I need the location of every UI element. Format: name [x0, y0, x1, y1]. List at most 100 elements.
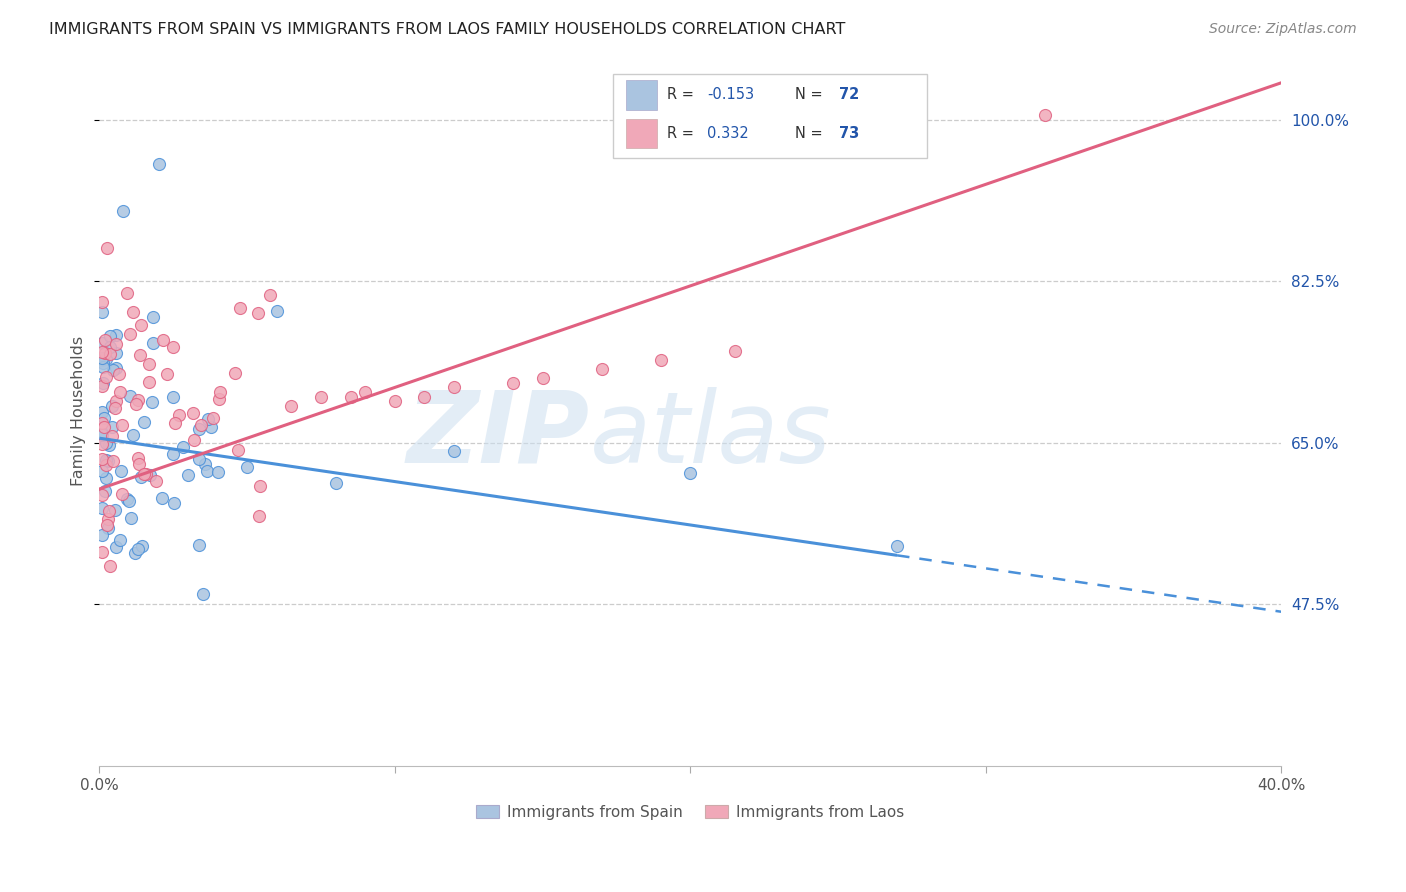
- Point: [91, 359, 114, 374]
- Point: [200, 420, 222, 434]
- Point: [135, 467, 157, 481]
- Point: [127, 450, 149, 465]
- Point: [94, 436, 117, 450]
- Point: [96, 517, 118, 532]
- Point: [108, 533, 131, 548]
- Point: [129, 349, 152, 363]
- Point: [124, 546, 146, 560]
- Point: [93, 483, 115, 498]
- Point: [129, 469, 152, 483]
- Point: [354, 385, 377, 400]
- Point: [339, 390, 361, 404]
- Point: [91, 345, 114, 359]
- Point: [91, 488, 114, 502]
- Point: [177, 468, 200, 483]
- Point: [236, 459, 259, 474]
- Point: [531, 371, 554, 385]
- Point: [91, 352, 114, 367]
- Point: [197, 464, 219, 478]
- Point: [101, 362, 124, 376]
- Point: [91, 428, 114, 442]
- Point: [325, 475, 347, 490]
- Y-axis label: Family Households: Family Households: [72, 335, 86, 485]
- Point: [94, 458, 117, 473]
- Point: [127, 392, 149, 407]
- Point: [209, 384, 232, 399]
- Point: [188, 538, 211, 552]
- Point: [443, 444, 465, 458]
- Point: [188, 451, 211, 466]
- Point: [202, 411, 225, 425]
- Point: [91, 335, 114, 350]
- Point: [91, 501, 114, 516]
- Point: [183, 434, 205, 448]
- Point: [91, 405, 114, 419]
- Point: [190, 417, 212, 432]
- Point: [96, 241, 118, 255]
- Point: [93, 356, 115, 370]
- Point: [111, 418, 134, 433]
- Point: [172, 440, 194, 454]
- Point: [163, 496, 186, 510]
- Point: [91, 527, 114, 541]
- Point: [98, 340, 121, 354]
- Point: [208, 392, 231, 406]
- Point: [163, 416, 186, 430]
- Point: [1033, 108, 1056, 122]
- Point: [91, 464, 114, 478]
- Point: [115, 285, 138, 300]
- Point: [108, 367, 131, 381]
- Text: atlas: atlas: [591, 387, 831, 483]
- Point: [94, 471, 117, 485]
- Point: [259, 288, 281, 302]
- Point: [91, 304, 114, 318]
- Point: [104, 337, 127, 351]
- Point: [91, 351, 114, 365]
- Point: [129, 318, 152, 332]
- Point: [94, 453, 117, 467]
- Point: [148, 157, 170, 171]
- Point: [246, 305, 269, 319]
- Point: [134, 467, 156, 481]
- Point: [122, 305, 145, 319]
- Point: [188, 422, 211, 436]
- Point: [98, 329, 121, 343]
- Point: [110, 464, 132, 478]
- Point: [131, 539, 153, 553]
- Point: [110, 385, 132, 400]
- Point: [266, 304, 288, 318]
- Point: [94, 346, 117, 360]
- Point: [132, 415, 155, 429]
- Point: [96, 454, 118, 468]
- Point: [167, 408, 190, 422]
- Point: [413, 390, 436, 404]
- Point: [502, 376, 524, 390]
- Point: [194, 457, 217, 471]
- Point: [91, 352, 114, 367]
- Point: [91, 376, 114, 391]
- Point: [650, 352, 672, 367]
- Point: [229, 301, 252, 315]
- Point: [162, 340, 184, 354]
- Point: [443, 380, 465, 394]
- Point: [150, 491, 173, 505]
- Point: [280, 399, 302, 413]
- Point: [104, 401, 127, 416]
- Point: [162, 390, 184, 404]
- Point: [115, 492, 138, 507]
- Point: [105, 541, 128, 555]
- Point: [91, 416, 114, 430]
- Point: [91, 295, 114, 310]
- Point: [105, 345, 128, 359]
- Point: [139, 467, 162, 482]
- Point: [249, 509, 271, 524]
- Point: [141, 395, 163, 409]
- Point: [384, 394, 406, 409]
- Point: [142, 310, 165, 324]
- Point: [93, 420, 115, 434]
- Point: [120, 510, 142, 524]
- Point: [91, 436, 114, 450]
- Point: [97, 521, 120, 535]
- Point: [98, 504, 121, 518]
- Point: [142, 336, 165, 351]
